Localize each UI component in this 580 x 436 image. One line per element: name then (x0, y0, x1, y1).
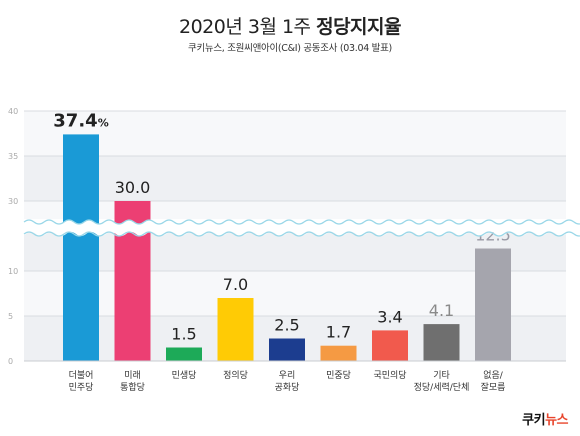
bar-4 (269, 338, 305, 361)
chart-title: 2020년 3월 1주 정당지지율 (0, 12, 580, 39)
y-tick-label: 40 (8, 107, 18, 116)
category-label-2: 민생당 (172, 370, 197, 381)
category-label-6: 국민의당 (373, 370, 406, 381)
axis-break-line-top (23, 219, 580, 225)
value-label-0: 37.4% (53, 110, 108, 131)
logo-part-news: 뉴스 (545, 413, 568, 428)
bar-2 (166, 347, 202, 361)
category-label-4: 우리 (279, 370, 296, 381)
chart-subtitle: 쿠키뉴스, 조원씨앤아이(C&I) 공동조사 (03.04 발표) (188, 43, 392, 54)
category-label-8: 잘모름 (481, 381, 506, 393)
logo-part-kuki: 쿠키 (522, 413, 546, 428)
value-label-7: 4.1 (429, 301, 454, 320)
bar-6 (372, 330, 408, 361)
y-tick-label: 0 (8, 357, 13, 366)
grid-band (24, 201, 566, 219)
bar-3 (217, 298, 254, 361)
bar-5 (320, 345, 357, 361)
category-label-5: 민중당 (326, 370, 351, 381)
grid-band (24, 156, 566, 201)
bar-8 (475, 248, 511, 361)
value-label-2: 1.5 (171, 325, 196, 344)
category-label-1: 미래 (124, 370, 141, 381)
category-label-4: 공화당 (275, 382, 300, 393)
y-tick-label: 10 (8, 267, 18, 276)
value-label-6: 3.4 (377, 307, 402, 326)
value-label-1: 30.0 (115, 178, 151, 197)
y-tick-label: 5 (8, 312, 13, 321)
category-label-3: 정의당 (223, 370, 248, 381)
category-label-1: 통합당 (120, 382, 145, 393)
grid-band (24, 111, 566, 156)
value-label-suffix: % (98, 116, 109, 129)
value-label-5: 1.7 (326, 323, 351, 342)
category-label-7: 정당/세력/단체 (414, 381, 470, 393)
category-label-7: 기타 (433, 370, 450, 381)
chart-title-date: 2020년 3월 1주 (178, 16, 311, 38)
value-label-4: 2.5 (274, 316, 299, 335)
y-tick-label: 35 (8, 152, 18, 161)
bar-0 (63, 134, 99, 361)
axis-break-line-bottom (23, 231, 580, 237)
value-label-3: 7.0 (223, 275, 248, 294)
category-label-8: 없음/ (483, 370, 504, 381)
bar-7 (423, 324, 460, 361)
kukinews-logo: 쿠키뉴스 (522, 409, 568, 428)
category-label-0: 더불어 (69, 370, 94, 381)
chart-title-topic: 정당지지율 (316, 16, 401, 38)
y-tick-label: 30 (8, 197, 18, 206)
category-label-0: 민주당 (69, 382, 94, 393)
